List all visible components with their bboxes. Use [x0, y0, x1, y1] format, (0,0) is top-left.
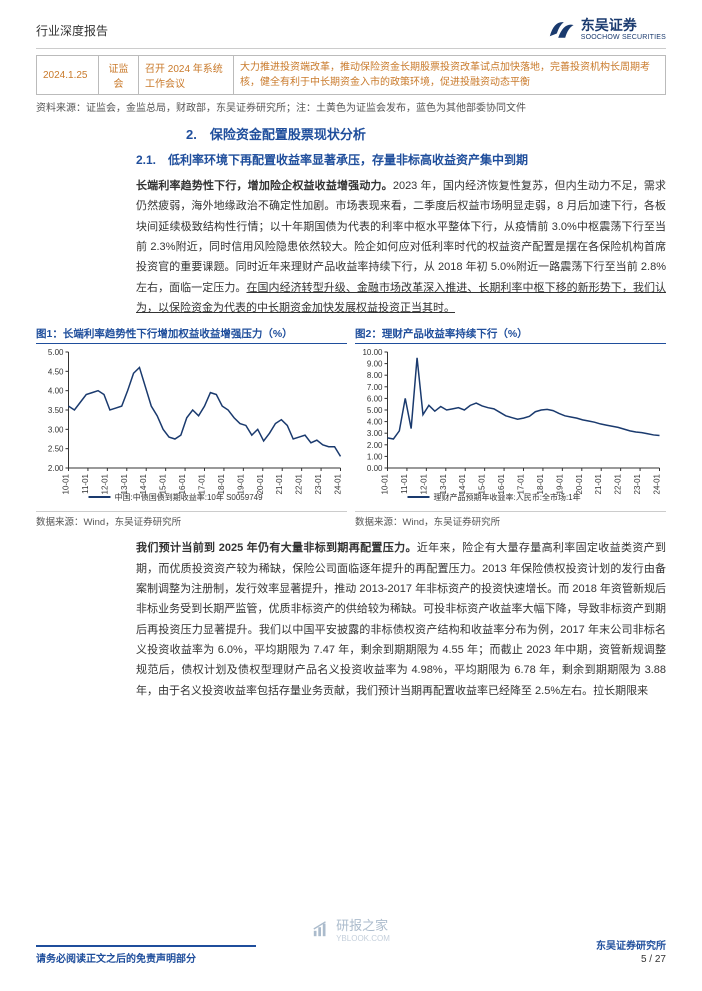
svg-text:9.00: 9.00 — [367, 360, 383, 369]
chart2-svg: 0.00 1.00 2.00 3.00 4.00 5.00 6.00 7.00 8.00 9.00… — [355, 346, 666, 506]
svg-text:20-01: 20-01 — [256, 474, 265, 495]
svg-text:22-01: 22-01 — [295, 474, 304, 495]
page-number: 5 / 27 — [596, 954, 666, 965]
svg-text:21-01: 21-01 — [275, 474, 284, 495]
section-heading-2: 2. 保险资金配置股票现状分析 — [186, 124, 666, 143]
svg-text:5.00: 5.00 — [367, 406, 383, 415]
svg-text:1.00: 1.00 — [367, 453, 383, 462]
svg-text:17-01: 17-01 — [198, 474, 207, 495]
page-footer: 请务必阅读正文之后的免责声明部分 东吴证券研究所 5 / 27 — [36, 937, 666, 965]
cell-date: 2024.1.25 — [37, 56, 99, 95]
chart1-source: 数据来源：Wind，东吴证券研究所 — [36, 511, 347, 528]
institute-name: 东吴证券研究所 — [596, 937, 666, 952]
svg-text:13-01: 13-01 — [120, 474, 129, 495]
company-logo: 东吴证券 SOOCHOW SECURITIES — [547, 18, 666, 42]
report-type: 行业深度报告 — [36, 22, 108, 39]
svg-text:15-01: 15-01 — [159, 474, 168, 495]
svg-text:2.50: 2.50 — [48, 445, 64, 454]
para1-lead: 长端利率趋势性下行，增加险企权益收益增强动力。 — [136, 180, 393, 192]
svg-text:4.50: 4.50 — [48, 368, 64, 377]
svg-text:20-01: 20-01 — [575, 474, 584, 495]
svg-text:16-01: 16-01 — [497, 474, 506, 495]
svg-text:4.00: 4.00 — [367, 418, 383, 427]
svg-text:11-01: 11-01 — [81, 474, 90, 494]
para2-lead: 我们预计当前到 2025 年仍有大量非标到期再配置压力。 — [136, 542, 417, 554]
svg-text:13-01: 13-01 — [439, 474, 448, 495]
policy-table: 2024.1.25 证监会 召开 2024 年系统工作会议 大力推进投资端改革，… — [36, 55, 666, 95]
logo-text-en: SOOCHOW SECURITIES — [581, 34, 666, 42]
watermark-icon — [312, 920, 330, 938]
cell-desc: 大力推进投资端改革，推动保险资金长期股票投资改革试点加快落地，完善投资机构长周期… — [234, 56, 666, 95]
svg-text:11-01: 11-01 — [400, 474, 409, 494]
svg-text:23-01: 23-01 — [314, 474, 323, 495]
chart-2: 图2：理财产品收益率持续下行（%） 0.00 1.00 2.00 3.00 4.00 5.… — [355, 326, 666, 528]
table-row: 2024.1.25 证监会 召开 2024 年系统工作会议 大力推进投资端改革，… — [37, 56, 666, 95]
svg-text:16-01: 16-01 — [178, 474, 187, 495]
chart2-source: 数据来源：Wind，东吴证券研究所 — [355, 511, 666, 528]
svg-text:10-01: 10-01 — [62, 474, 71, 495]
section-heading-2-1: 2.1. 低利率环境下再配置收益率显著承压，存量非标高收益资产集中到期 — [136, 151, 666, 168]
svg-text:23-01: 23-01 — [633, 474, 642, 495]
watermark-text: 研报之家 — [336, 915, 390, 934]
svg-text:6.00: 6.00 — [367, 395, 383, 404]
svg-text:18-01: 18-01 — [536, 474, 545, 495]
svg-text:3.00: 3.00 — [367, 430, 383, 439]
svg-text:18-01: 18-01 — [217, 474, 226, 495]
svg-text:4.00: 4.00 — [48, 387, 64, 396]
svg-text:10-01: 10-01 — [381, 474, 390, 495]
chart-1: 图1：长端利率趋势性下行增加权益收益增强压力（%） 2.00 2.50 3.00 3.… — [36, 326, 347, 528]
cell-event: 召开 2024 年系统工作会议 — [139, 56, 234, 95]
para1-body: 2023 年，国内经济恢复性复苏，但内生动力不足，需求仍然疲弱，海外地缘政治不确… — [136, 180, 666, 294]
svg-text:17-01: 17-01 — [517, 474, 526, 495]
svg-text:15-01: 15-01 — [478, 474, 487, 495]
svg-text:24-01: 24-01 — [653, 474, 662, 495]
chart1-svg: 2.00 2.50 3.00 3.50 4.00 4.50 5.00 10-01 11-01 12… — [36, 346, 347, 506]
svg-text:2.00: 2.00 — [367, 441, 383, 450]
svg-text:7.00: 7.00 — [367, 383, 383, 392]
svg-text:理财产品预期年收益率:人民币:全市场:1年: 理财产品预期年收益率:人民币:全市场:1年 — [434, 492, 581, 502]
svg-text:5.00: 5.00 — [48, 348, 64, 357]
svg-text:0.00: 0.00 — [367, 464, 383, 473]
svg-text:2.00: 2.00 — [48, 464, 64, 473]
svg-text:3.00: 3.00 — [48, 426, 64, 435]
svg-text:12-01: 12-01 — [100, 474, 109, 495]
svg-text:3.50: 3.50 — [48, 406, 64, 415]
svg-text:22-01: 22-01 — [614, 474, 623, 495]
svg-text:14-01: 14-01 — [458, 474, 467, 495]
svg-text:24-01: 24-01 — [334, 474, 343, 495]
svg-text:12-01: 12-01 — [419, 474, 428, 495]
svg-text:14-01: 14-01 — [139, 474, 148, 495]
svg-text:19-01: 19-01 — [236, 474, 245, 495]
charts-row: 图1：长端利率趋势性下行增加权益收益增强压力（%） 2.00 2.50 3.00 3.… — [36, 326, 666, 528]
page-header: 行业深度报告 东吴证券 SOOCHOW SECURITIES — [36, 18, 666, 49]
table-source: 资料来源：证监会，金监总局，财政部，东吴证券研究所；注：土黄色为证监会发布，蓝色… — [36, 99, 666, 114]
svg-text:10.00: 10.00 — [362, 348, 383, 357]
disclaimer-text: 请务必阅读正文之后的免责声明部分 — [36, 945, 256, 965]
svg-text:中国:中债国债到期收益率:10年 S0059749: 中国:中债国债到期收益率:10年 S0059749 — [115, 492, 264, 502]
cell-org: 证监会 — [99, 56, 139, 95]
logo-icon — [547, 18, 575, 42]
paragraph-1: 长端利率趋势性下行，增加险企权益收益增强动力。2023 年，国内经济恢复性复苏，… — [136, 176, 666, 318]
para2-body: 近年来，险企有大量存量高利率固定收益类资产到期，而优质投资资产较为稀缺，保险公司… — [136, 542, 666, 696]
svg-text:19-01: 19-01 — [555, 474, 564, 495]
svg-text:21-01: 21-01 — [594, 474, 603, 495]
paragraph-2: 我们预计当前到 2025 年仍有大量非标到期再配置压力。近年来，险企有大量存量高… — [136, 538, 666, 701]
chart1-title: 图1：长端利率趋势性下行增加权益收益增强压力（%） — [36, 326, 347, 344]
svg-text:8.00: 8.00 — [367, 372, 383, 381]
chart2-title: 图2：理财产品收益率持续下行（%） — [355, 326, 666, 344]
logo-text-cn: 东吴证券 — [581, 18, 666, 33]
